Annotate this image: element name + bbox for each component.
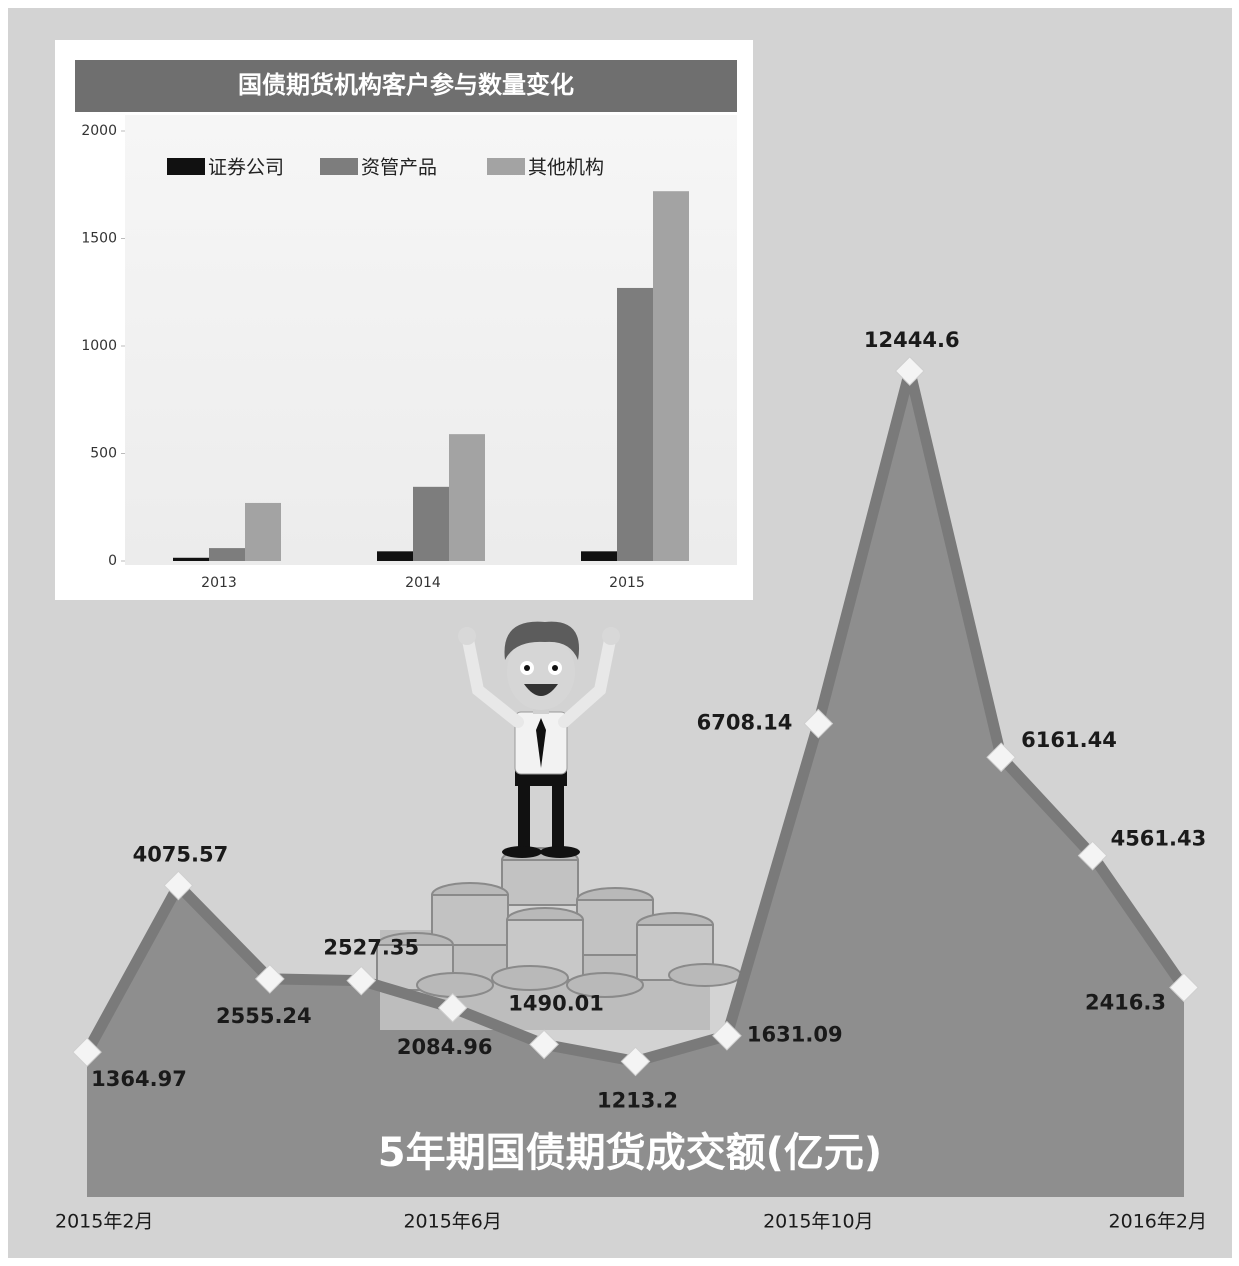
value-label: 4561.43: [1111, 827, 1207, 851]
value-label: 6161.44: [1021, 728, 1117, 752]
value-label: 1213.2: [597, 1088, 678, 1112]
x-tick-label: 2015年6月: [403, 1211, 501, 1233]
bar: [653, 191, 689, 561]
value-label: 1631.09: [747, 1023, 843, 1047]
bar: [617, 287, 653, 561]
y-tick-label: 500: [90, 446, 117, 462]
value-label: 1364.97: [91, 1067, 187, 1091]
y-tick-label: 2000: [81, 123, 117, 139]
value-label: 12444.6: [864, 328, 960, 352]
bar: [581, 551, 617, 561]
data-point: [803, 708, 834, 739]
bar: [245, 502, 281, 561]
value-label: 2416.3: [1085, 990, 1166, 1014]
value-label: 2555.24: [216, 1004, 312, 1028]
y-tick-label: 1000: [81, 338, 117, 354]
x-tick-label: 2016年2月: [1109, 1211, 1207, 1233]
data-point: [620, 1046, 651, 1077]
data-point: [346, 965, 377, 996]
data-point: [894, 356, 925, 386]
value-label: 4075.57: [133, 842, 229, 866]
x-tick-label: 2015年2月: [55, 1211, 153, 1233]
data-point: [1169, 972, 1199, 1003]
x-tick-label: 2014: [405, 575, 441, 591]
legend-label: 资管产品: [361, 157, 437, 179]
value-label: 2084.96: [397, 1035, 493, 1059]
data-point: [437, 992, 468, 1023]
value-label: 6708.14: [697, 711, 793, 735]
legend-swatch: [167, 158, 205, 175]
data-point: [163, 870, 194, 901]
bar: [449, 434, 485, 561]
x-tick-label: 2015年10月: [763, 1211, 874, 1233]
bar: [377, 551, 413, 561]
data-point: [529, 1029, 559, 1060]
bar: [413, 486, 449, 561]
inset-header: [75, 60, 737, 112]
legend-label: 其他机构: [528, 157, 604, 179]
y-tick-label: 0: [108, 553, 117, 569]
x-tick-label: 2013: [201, 575, 237, 591]
bar: [173, 557, 209, 561]
data-point: [712, 1020, 742, 1051]
data-point: [72, 1037, 102, 1067]
inset-layer: 0 500 1000 1500 2000 2013 2014 2015 证券公司 资管产品 其他机构: [81, 123, 689, 591]
legend-swatch: [320, 158, 358, 175]
data-point: [986, 742, 1017, 773]
main-title: 5年期国债期货成交额(亿元): [378, 1130, 882, 1176]
data-point: [254, 964, 285, 994]
x-tick-label: 2015: [609, 575, 645, 591]
legend-label: 证券公司: [208, 157, 284, 179]
character-illustration: [458, 621, 620, 858]
y-tick-label: 1500: [81, 231, 117, 247]
inset-title: 国债期货机构客户参与数量变化: [238, 71, 574, 99]
value-label: 2527.35: [323, 936, 419, 960]
value-label: 1490.01: [508, 991, 604, 1015]
label-layer: 1364.97 4075.57 2555.24 2527.35 2084.96 1490.…: [55, 328, 1207, 1233]
bar: [209, 548, 245, 561]
legend-swatch: [487, 158, 525, 175]
coins-illustration: [376, 847, 742, 1030]
data-point: [1077, 840, 1108, 871]
